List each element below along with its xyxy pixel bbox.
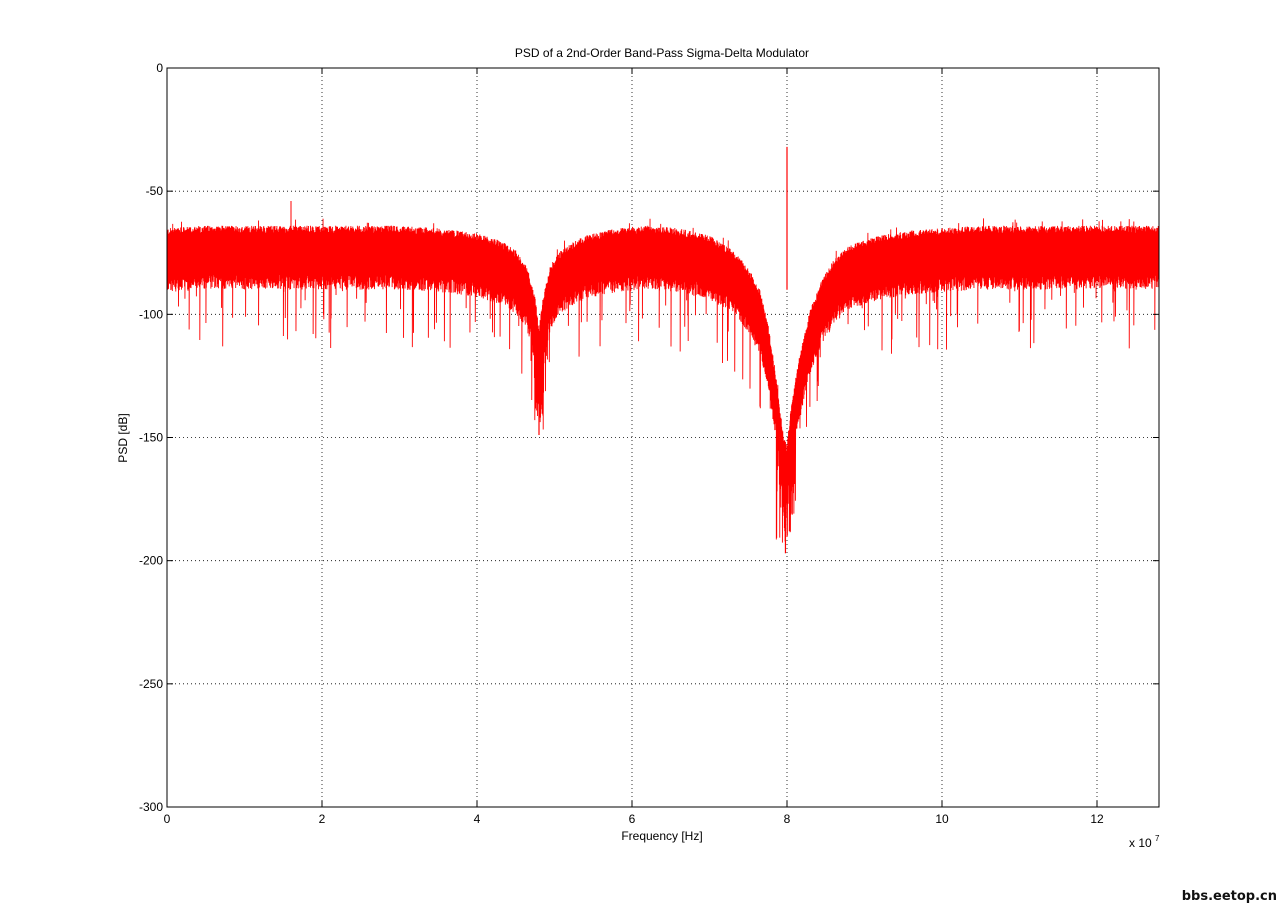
y-tick-label: -100 <box>139 307 163 321</box>
y-tick-label: 0 <box>156 61 163 75</box>
y-tick-label: -150 <box>139 431 163 445</box>
x-tick-label: 4 <box>474 812 481 826</box>
y-tick-label: -250 <box>139 677 163 691</box>
x-tick-label: 6 <box>629 812 636 826</box>
psd-series-line <box>166 218 1160 543</box>
x-axis-label: Frequency [Hz] <box>621 829 702 843</box>
x-tick-label: 10 <box>935 812 949 826</box>
grid-layer <box>167 68 1159 807</box>
ticks-layer: 0 2 4 6 8 10 12 0 -50 -100 -150 -200 -250 -300 <box>139 61 1159 826</box>
watermark-text: bbs.eetop.cn <box>1181 889 1277 904</box>
x-axis-multiplier: x 10 7 <box>1129 834 1160 850</box>
x-axis-multiplier-base: x 10 <box>1129 836 1152 850</box>
data-layer <box>166 146 1160 554</box>
x-tick-label: 8 <box>784 812 791 826</box>
x-tick-label: 12 <box>1090 812 1104 826</box>
x-axis-multiplier-exponent: 7 <box>1155 834 1160 843</box>
y-axis-label: PSD [dB] <box>116 413 130 462</box>
x-tick-label: 0 <box>164 812 171 826</box>
y-tick-label: -200 <box>139 554 163 568</box>
x-tick-label: 2 <box>319 812 326 826</box>
y-tick-label: -50 <box>146 184 164 198</box>
chart-title: PSD of a 2nd-Order Band-Pass Sigma-Delta… <box>515 46 809 60</box>
y-tick-label: -300 <box>139 800 163 814</box>
